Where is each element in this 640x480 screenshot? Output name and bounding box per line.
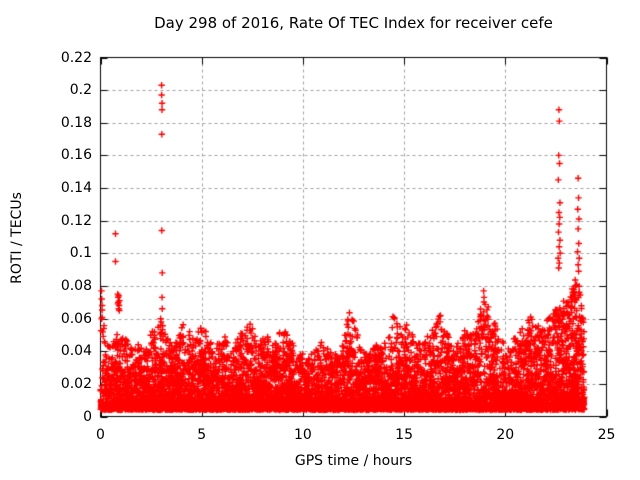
x-axis-label: GPS time / hours	[294, 453, 413, 469]
x-tick-label: 15	[395, 427, 413, 443]
chart-title: Day 298 of 2016, Rate Of TEC Index for r…	[154, 14, 553, 32]
y-tick-label: 0.08	[60, 277, 92, 294]
y-tick-label: 0.04	[60, 343, 92, 360]
y-tick-label: 0.18	[60, 114, 92, 131]
y-tick-label: 0.1	[69, 245, 92, 262]
x-tick-label: 25	[597, 427, 616, 443]
x-tick-label: 20	[496, 427, 515, 443]
y-tick-label: 0.06	[60, 310, 92, 327]
y-tick-label: 0	[83, 408, 92, 425]
x-tick-label: 0	[96, 427, 105, 443]
y-axis-label: ROTI / TECUs	[9, 192, 25, 284]
y-tick-label: 0.02	[60, 375, 92, 392]
x-tick-label: 5	[197, 427, 207, 443]
y-tick-label: 0.2	[69, 82, 92, 99]
x-tick-label: 10	[293, 427, 312, 443]
y-tick-label: 0.12	[60, 212, 92, 229]
y-tick-label: 0.14	[60, 180, 92, 197]
y-tick-label: 0.22	[60, 49, 92, 66]
y-tick-label: 0.16	[60, 147, 92, 164]
